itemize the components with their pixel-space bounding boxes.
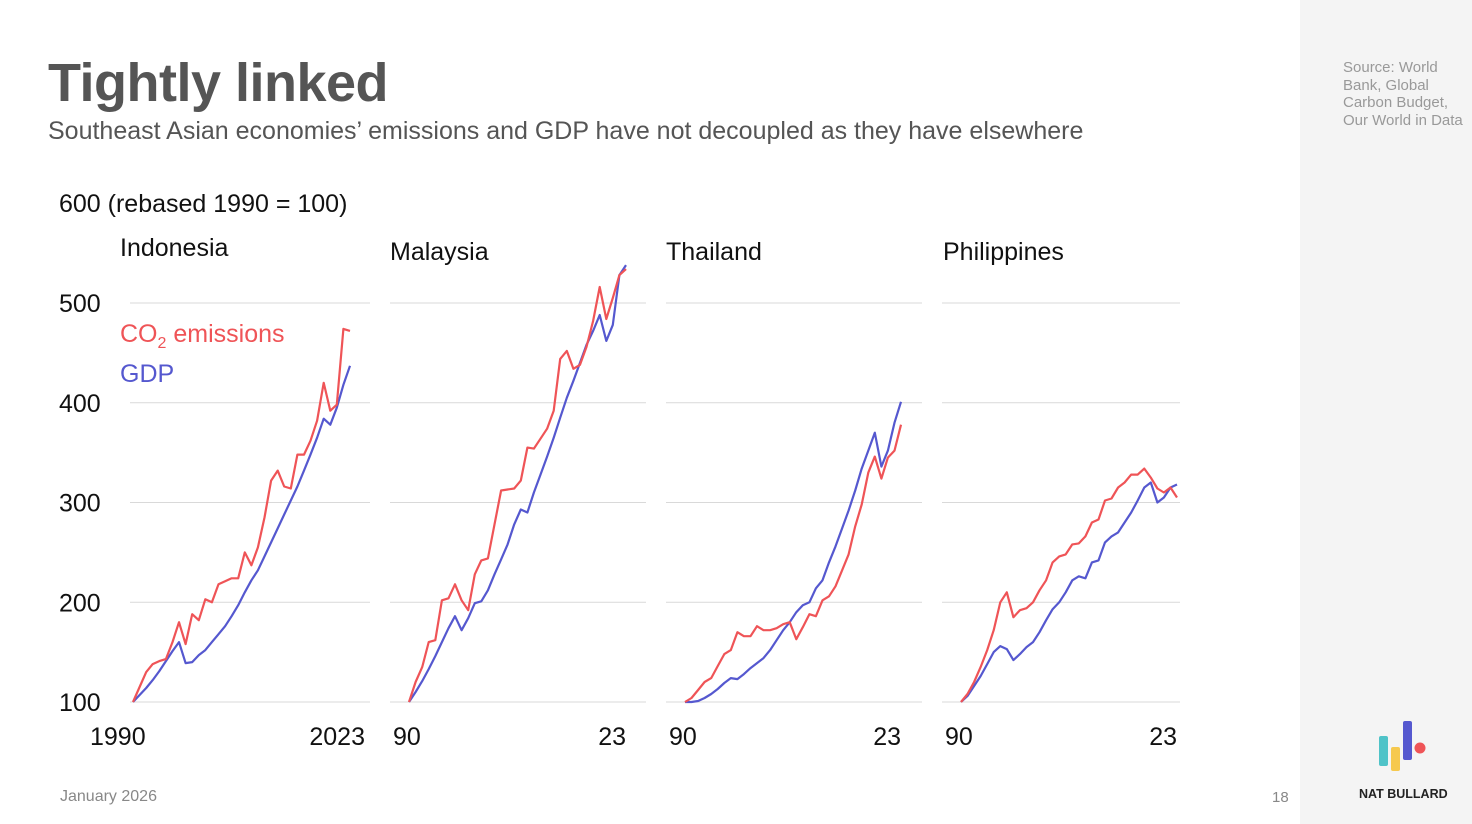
co2-line <box>960 467 1178 703</box>
panel-title: Thailand <box>666 238 762 266</box>
source-note: Source: World Bank, Global Carbon Budget… <box>1343 59 1463 129</box>
brand-name: NAT BULLARD <box>1359 787 1448 801</box>
co2-line <box>131 327 351 703</box>
y-tick-label: 300 <box>59 490 101 518</box>
chart: 600 (rebased 1990 = 100) CO2 emissions G… <box>59 190 1180 751</box>
panel-title: Philippines <box>943 238 1064 266</box>
page-number: 18 <box>1272 789 1289 806</box>
gdp-line <box>685 401 903 704</box>
co2-line <box>407 268 627 703</box>
panel-title: Malaysia <box>390 238 489 266</box>
page-title: Tightly linked <box>48 53 389 113</box>
x-tick-label: 23 <box>598 723 626 751</box>
legend-gdp: GDP <box>120 360 174 388</box>
sidebar <box>1300 0 1472 824</box>
panel-title: Indonesia <box>120 234 229 262</box>
x-tick-label: 90 <box>669 723 697 751</box>
y-tick-label: 100 <box>59 689 101 717</box>
brand-logo <box>1379 721 1426 771</box>
x-tick-label: 23 <box>873 723 901 751</box>
gdp-line <box>132 365 352 703</box>
y-tick-label: 500 <box>59 290 101 318</box>
y-tick-label: 400 <box>59 390 101 418</box>
x-tick-label: 23 <box>1149 723 1177 751</box>
x-tick-label: 1990 <box>90 723 146 751</box>
footer-date: January 2026 <box>60 788 157 805</box>
x-tick-label: 90 <box>945 723 973 751</box>
y-tick-label: 200 <box>59 589 101 617</box>
legend-co2: CO2 emissions <box>120 320 285 352</box>
x-tick-label: 2023 <box>309 723 365 751</box>
x-tick-label: 90 <box>393 723 421 751</box>
gdp-line <box>960 481 1178 703</box>
co2-line <box>684 424 903 703</box>
y-axis-label: 600 (rebased 1990 = 100) <box>59 190 347 218</box>
page-subtitle: Southeast Asian economies’ emissions and… <box>48 117 1084 145</box>
